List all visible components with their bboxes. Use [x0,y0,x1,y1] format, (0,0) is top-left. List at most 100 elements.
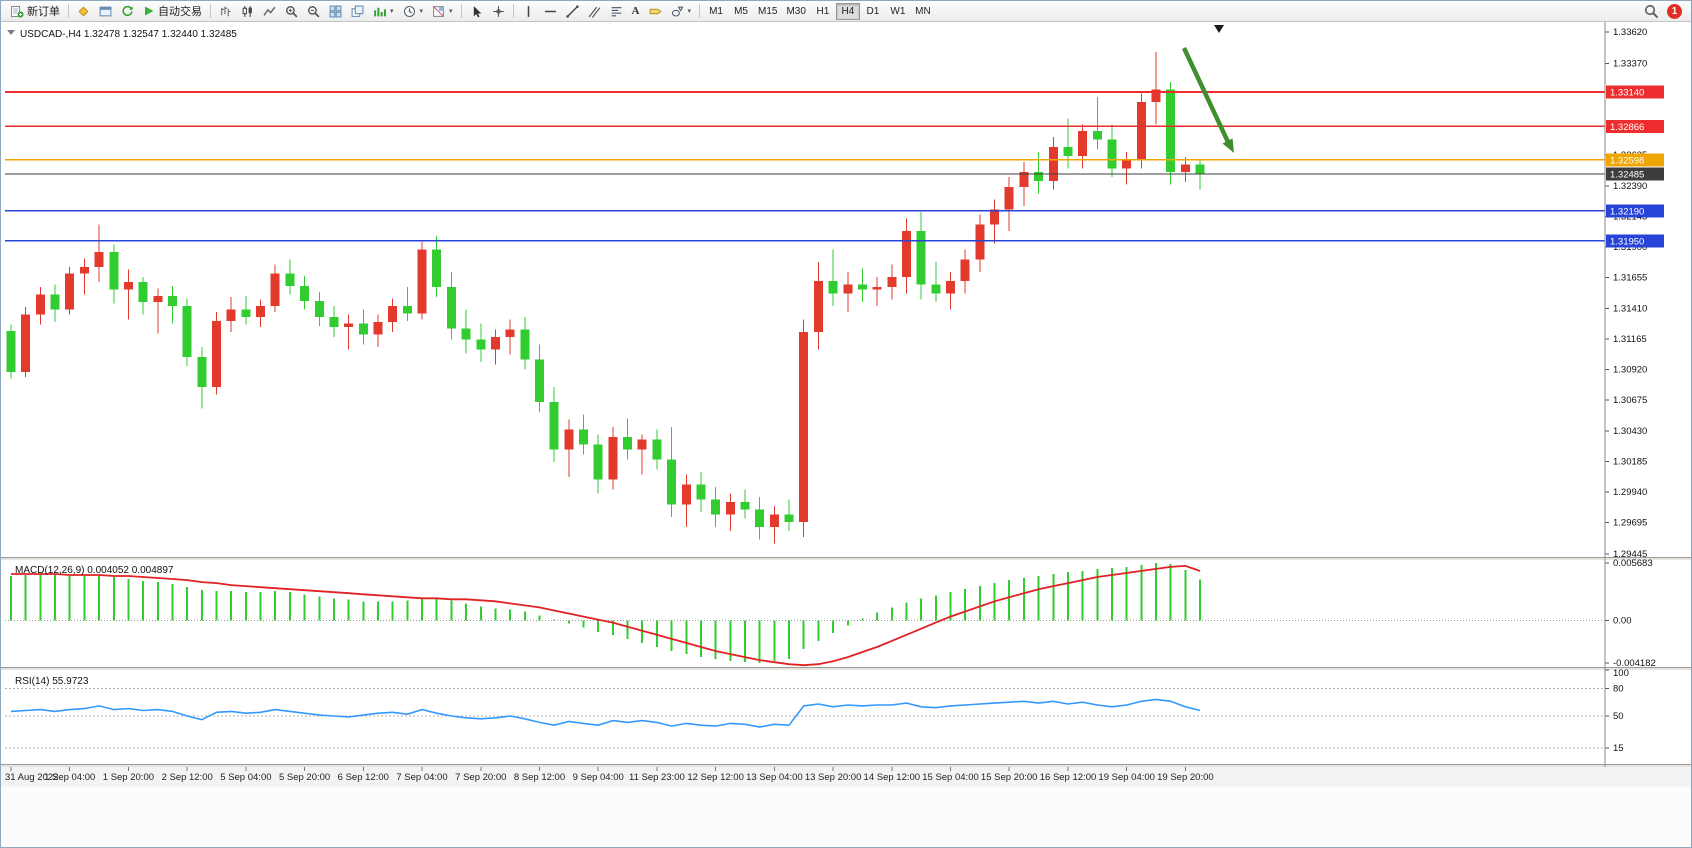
macd-signal-line [11,564,1201,667]
profiles-button[interactable] [95,2,116,20]
fibonacci-button[interactable] [606,2,627,20]
chart-canvas[interactable]: 1.336201.333701.326351.323901.321451.319… [1,22,1692,787]
svg-text:1.33370: 1.33370 [1613,58,1647,69]
svg-text:15: 15 [1613,743,1624,754]
text-button[interactable]: A [628,2,644,20]
search-icon[interactable] [1644,4,1659,19]
text-icon: A [631,5,640,17]
rsi-line [10,698,1201,728]
indicators-icon [374,7,386,16]
price-label [1606,167,1664,181]
timeframe-h1-button[interactable]: H1 [811,3,835,20]
timeframe-d1-button[interactable]: D1 [861,3,885,20]
svg-text:1.29940: 1.29940 [1613,487,1647,498]
price-axis[interactable]: 1.336201.333701.326351.323901.321451.319… [1605,22,1692,767]
cascade-windows-icon [351,5,364,17]
zoom-out-button[interactable] [303,2,324,20]
line-chart-button[interactable] [259,2,280,20]
svg-text:16 Sep 12:00: 16 Sep 12:00 [1040,772,1097,783]
notification-badge[interactable]: 1 [1667,3,1682,19]
svg-text:1.32390: 1.32390 [1613,181,1647,192]
line-chart-icon [263,6,276,16]
zoom-in-button[interactable] [281,2,302,20]
svg-text:14 Sep 12:00: 14 Sep 12:00 [864,772,921,783]
svg-text:2 Sep 12:00: 2 Sep 12:00 [162,772,213,783]
new-chart-icon [78,5,89,17]
price-label [1606,204,1664,218]
bar-chart-button[interactable] [215,2,236,20]
chevron-down-icon: ▾ [449,8,453,15]
svg-text:13 Sep 04:00: 13 Sep 04:00 [746,772,803,783]
annotations[interactable] [1181,25,1234,153]
toolbar-separator [210,4,211,18]
svg-text:5 Sep 04:00: 5 Sep 04:00 [220,772,271,783]
timeframe-mn-button[interactable]: MN [911,3,935,20]
svg-text:1 Sep 20:00: 1 Sep 20:00 [103,772,154,783]
ohlc-bars-icon [221,6,231,16]
svg-text:19 Sep 20:00: 19 Sep 20:00 [1157,772,1214,783]
timeframe-h4-button[interactable]: H4 [835,2,860,20]
svg-text:100: 100 [1613,668,1629,679]
svg-text:1.32190: 1.32190 [1610,206,1644,217]
horizontal-line-button[interactable] [540,2,561,20]
svg-text:1.32866: 1.32866 [1610,122,1644,133]
cursor-button[interactable] [466,2,487,20]
toolbar-separator [699,4,701,18]
timeframe-m15-button[interactable]: M15 [754,3,781,20]
svg-text:1.32598: 1.32598 [1610,155,1644,166]
periods-button[interactable]: ▾ [399,2,428,20]
candlesticks [6,52,1205,544]
autotrading-button[interactable]: 自动交易 [139,2,206,20]
tile-windows-button[interactable] [325,2,346,20]
svg-text:1.30920: 1.30920 [1613,365,1647,376]
oneclick-toggle-icon [7,30,15,35]
candlestick-chart-button[interactable] [237,2,258,20]
svg-text:1.30675: 1.30675 [1613,395,1647,406]
crosshair-button[interactable] [488,2,509,20]
label-button[interactable] [645,2,666,20]
cursor-icon [473,5,481,17]
crosshair-icon [492,5,504,17]
timeframe-m5-button[interactable]: M5 [729,3,753,20]
candlestick-icon [242,5,252,17]
indicators-button[interactable]: ▾ [369,2,398,20]
timeframe-m1-button[interactable]: M1 [704,3,728,20]
chevron-down-icon: ▾ [419,8,424,15]
svg-text:1.30185: 1.30185 [1613,457,1647,468]
new-order-button[interactable]: 新订单 [6,2,64,20]
svg-text:7 Sep 20:00: 7 Sep 20:00 [455,772,506,783]
play-icon [145,6,154,16]
label-tag-icon [649,8,662,14]
svg-text:0.00: 0.00 [1613,616,1632,627]
svg-text:50: 50 [1613,711,1624,722]
rsi-panel[interactable]: 100 80 50 15 RSI(14) 55.9723 [5,668,1629,754]
svg-text:13 Sep 20:00: 13 Sep 20:00 [805,772,862,783]
svg-text:0.005683: 0.005683 [1613,558,1653,569]
horizontal-lines[interactable]: 1.33140 1.32866 1.32598 1.32485 1.32190 1.319… [5,85,1664,248]
shapes-button[interactable]: ▾ [667,2,696,20]
chart-window[interactable]: 1.336201.333701.326351.323901.321451.319… [1,22,1692,787]
svg-text:9 Sep 04:00: 9 Sep 04:00 [573,772,624,783]
timeframe-m30-button[interactable]: M30 [782,3,809,20]
marker-triangle-icon [1214,25,1224,33]
macd-label: MACD(12,26,9) 0.004052 0.004897 [15,565,174,576]
macd-panel[interactable]: 0.005683 0.00 -0.004182 MACD(12,26,9) 0.004… [5,558,1656,669]
panel-splitter[interactable] [1,764,1692,767]
timeframe-w1-button[interactable]: W1 [886,3,910,20]
refresh-button[interactable] [117,2,138,20]
arrange-windows-button[interactable] [347,2,368,20]
svg-text:1.29445: 1.29445 [1613,549,1647,560]
vertical-line-button[interactable] [518,2,539,20]
channel-button[interactable] [584,2,605,20]
panel-splitter[interactable] [1,667,1692,670]
svg-text:31 Aug 2022: 31 Aug 2022 [5,772,58,783]
templates-button[interactable]: ▾ [428,2,457,20]
panel-splitter[interactable] [1,557,1692,560]
new-chart-button[interactable] [73,2,94,20]
svg-text:-0.004182: -0.004182 [1613,658,1656,669]
trendline-button[interactable] [562,2,583,20]
vertical-line-icon [527,5,529,17]
trend-arrow-head [1222,138,1234,153]
zoom-out-icon [308,5,320,18]
